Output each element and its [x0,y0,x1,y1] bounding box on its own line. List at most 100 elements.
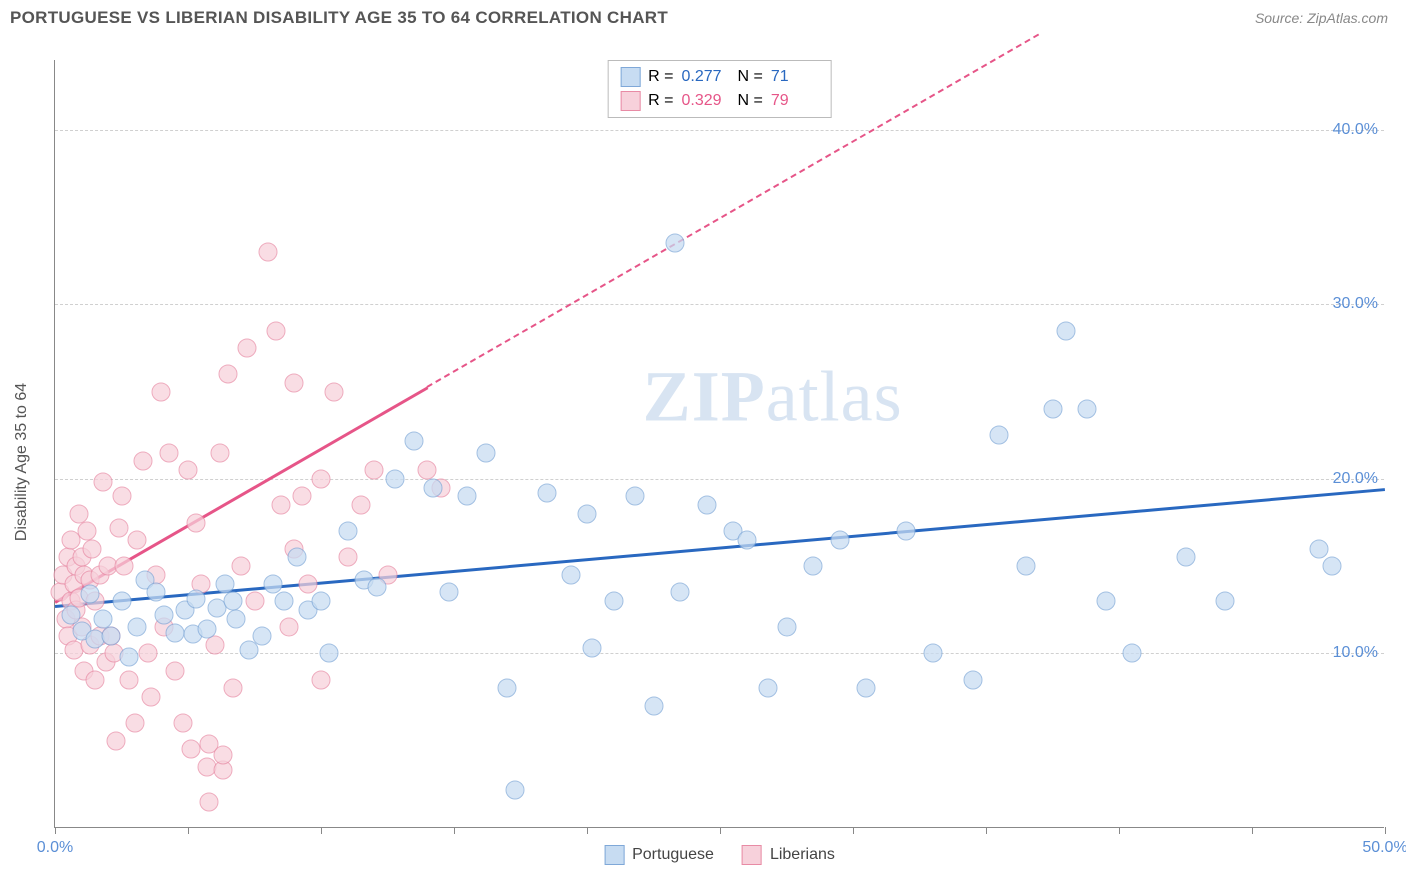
data-point [69,504,88,523]
data-point [141,688,160,707]
data-point [777,618,796,637]
data-point [125,714,144,733]
y-tick-label: 30.0% [1333,295,1378,313]
data-point [139,644,158,663]
data-point [338,548,357,567]
data-point [1176,548,1195,567]
n-value: 79 [771,92,819,110]
watermark: ZIPatlas [643,356,903,439]
data-point [1016,557,1035,576]
data-point [179,461,198,480]
data-point [181,740,200,759]
data-point [498,679,517,698]
header: PORTUGUESE VS LIBERIAN DISABILITY AGE 35… [0,0,1406,36]
data-point [1322,557,1341,576]
data-point [115,557,134,576]
data-point [506,780,525,799]
gridline [55,304,1384,305]
data-point [128,618,147,637]
x-tick [321,827,322,834]
data-point [213,745,232,764]
data-point [351,496,370,515]
y-tick-label: 20.0% [1333,470,1378,488]
data-point [1309,539,1328,558]
data-point [338,522,357,541]
data-point [218,365,237,384]
x-tick [1119,827,1120,834]
data-point [737,531,756,550]
gridline [55,479,1384,480]
data-point [210,443,229,462]
data-point [665,234,684,253]
x-tick [720,827,721,834]
y-tick-label: 40.0% [1333,121,1378,139]
data-point [697,496,716,515]
data-point [830,531,849,550]
data-point [258,243,277,262]
data-point [112,487,131,506]
correlation-legend: R = 0.277 N = 71 R = 0.329 N = 79 [607,60,832,118]
data-point [1056,321,1075,340]
data-point [423,478,442,497]
data-point [298,574,317,593]
data-point [147,583,166,602]
data-point [285,373,304,392]
data-point [476,443,495,462]
data-point [83,539,102,558]
data-point [101,627,120,646]
data-point [1216,592,1235,611]
data-point [367,578,386,597]
source-attribution: Source: ZipAtlas.com [1255,10,1388,26]
legend-row: R = 0.277 N = 71 [620,65,819,89]
data-point [405,431,424,450]
data-point [280,618,299,637]
data-point [1096,592,1115,611]
x-tick [587,827,588,834]
x-tick [853,827,854,834]
data-point [272,496,291,515]
data-point [160,443,179,462]
swatch-icon [604,845,624,865]
data-point [1078,400,1097,419]
swatch-icon [742,845,762,865]
data-point [120,647,139,666]
data-point [216,574,235,593]
data-point [578,504,597,523]
x-tick [55,827,56,834]
r-value: 0.277 [682,68,730,86]
swatch-icon [620,67,640,87]
data-point [644,696,663,715]
data-point [625,487,644,506]
data-point [77,522,96,541]
n-value: 71 [771,68,819,86]
data-point [232,557,251,576]
data-point [458,487,477,506]
data-point [604,592,623,611]
data-point [197,620,216,639]
data-point [93,473,112,492]
data-point [562,565,581,584]
x-tick-label: 0.0% [37,839,73,857]
plot-area: ZIPatlas R = 0.277 N = 71 R = 0.329 N = … [54,60,1384,828]
data-point [897,522,916,541]
x-tick-label: 50.0% [1362,839,1406,857]
data-point [165,661,184,680]
data-point [186,513,205,532]
data-point [288,548,307,567]
data-point [186,590,205,609]
data-point [365,461,384,480]
data-point [1043,400,1062,419]
legend-label: Portuguese [632,846,714,864]
legend-item: Liberians [742,845,835,865]
data-point [155,606,174,625]
gridline [55,130,1384,131]
x-tick [188,827,189,834]
x-tick [454,827,455,834]
data-point [293,487,312,506]
data-point [128,531,147,550]
data-point [439,583,458,602]
data-point [85,670,104,689]
data-point [583,639,602,658]
data-point [245,592,264,611]
data-point [107,731,126,750]
